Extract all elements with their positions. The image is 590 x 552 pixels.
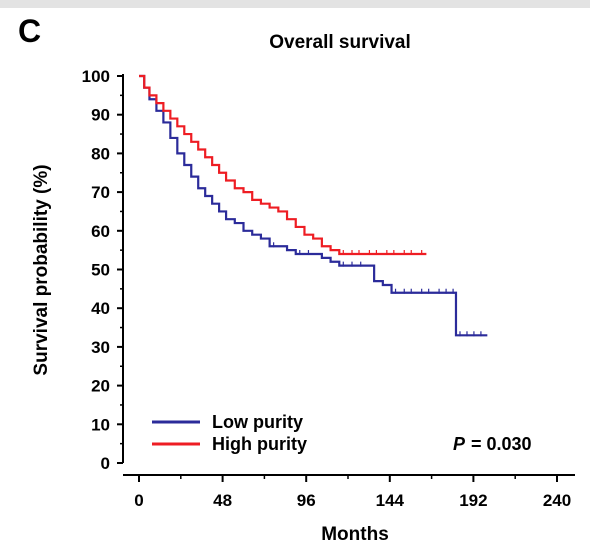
y-tick-label: 100 <box>82 67 110 86</box>
x-axis-title: Months <box>321 524 389 545</box>
y-tick-label: 20 <box>91 377 110 396</box>
chart-title: Overall survival <box>269 32 411 53</box>
y-tick-label: 80 <box>91 144 110 163</box>
viewer-top-bar <box>0 0 590 8</box>
x-ticks: 0 48 96 144 192 240 <box>134 475 571 510</box>
x-tick-label: 0 <box>134 491 143 510</box>
legend-label-low-purity: Low purity <box>212 412 303 432</box>
p-value-annotation: P = 0.030 <box>453 434 532 454</box>
y-tick-label: 70 <box>91 183 110 202</box>
curve-low-purity <box>139 74 488 337</box>
y-tick-label: 60 <box>91 222 110 241</box>
x-tick-label: 240 <box>543 491 571 510</box>
x-tick-label: 144 <box>376 491 405 510</box>
y-tick-label: 40 <box>91 299 110 318</box>
x-tick-label: 96 <box>297 491 316 510</box>
p-value-label: P <box>453 434 466 454</box>
y-tick-label: 30 <box>91 338 110 357</box>
y-tick-label: 50 <box>91 261 110 280</box>
survival-curves <box>139 74 488 337</box>
x-tick-label: 192 <box>459 491 487 510</box>
y-tick-label: 90 <box>91 106 110 125</box>
y-axis-title: Survival probability (%) <box>31 164 52 375</box>
p-value-text: = 0.030 <box>471 434 532 454</box>
y-ticks: 0 10 20 30 40 50 60 70 80 90 100 <box>82 67 123 473</box>
legend-label-high-purity: High purity <box>212 434 307 454</box>
legend: Low purity High purity <box>152 412 307 454</box>
x-tick-label: 48 <box>213 491 232 510</box>
y-tick-label: 10 <box>91 415 110 434</box>
y-tick-label: 0 <box>101 454 110 473</box>
curve-high-purity <box>139 74 427 256</box>
panel-label: C <box>18 13 41 49</box>
